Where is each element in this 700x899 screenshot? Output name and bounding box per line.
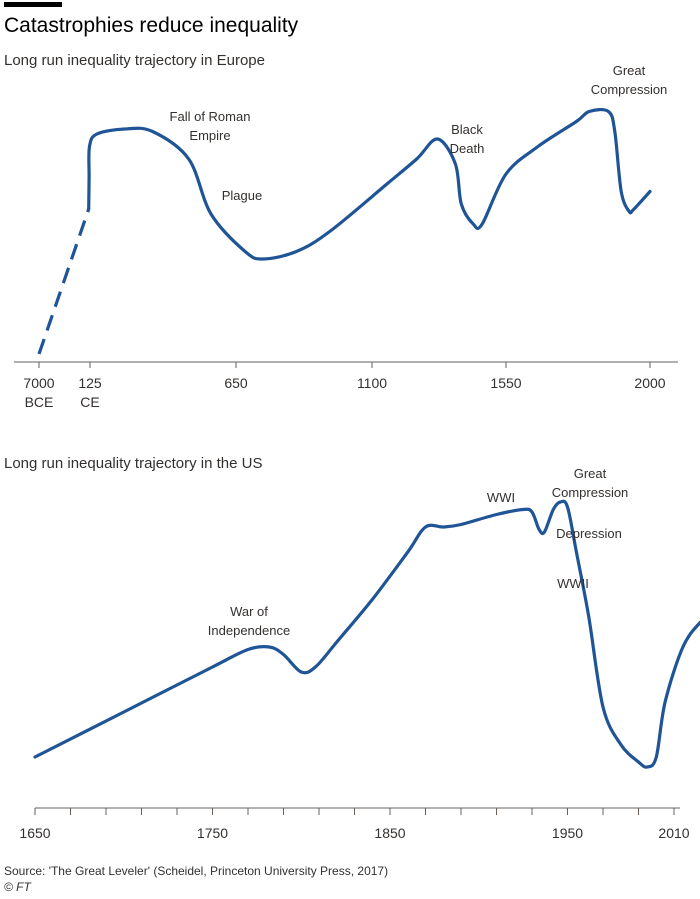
us-tick-label: 1950 bbox=[552, 825, 583, 841]
fall-of-rome-label-line: Empire bbox=[189, 128, 230, 143]
europe-tick-label-line: 1550 bbox=[490, 375, 521, 391]
europe-dashed-line bbox=[37, 208, 91, 355]
wwii-label-line: WWII bbox=[557, 576, 589, 591]
depression-label: Depression bbox=[556, 526, 622, 541]
europe-tick-label-line: 1100 bbox=[357, 375, 387, 391]
us-tick-label: 1750 bbox=[197, 825, 228, 841]
us-tick-label: 2010 bbox=[658, 825, 689, 841]
war-of-independence-label: War of Independence bbox=[208, 604, 290, 638]
fall-of-rome-label: Fall of Roman Empire bbox=[170, 109, 251, 143]
europe-inequality-line bbox=[87, 108, 652, 261]
europe-tick-label: 1550 bbox=[490, 375, 521, 391]
plague-label-line: Plague bbox=[222, 188, 262, 203]
war-of-independence-label-line: War of bbox=[230, 604, 268, 619]
us-tick-label: 1850 bbox=[374, 825, 405, 841]
europe-chart: 7000 BCE 125 CE 650 1100 1550 2000 Fall of Roman… bbox=[14, 63, 678, 410]
war-of-independence-label-line: Independence bbox=[208, 623, 290, 638]
europe-tick-label: 125 CE bbox=[78, 375, 102, 410]
fall-of-rome-label-line: Fall of Roman bbox=[170, 109, 251, 124]
black-death-label-line: Black bbox=[451, 122, 483, 137]
europe-tick-label: 2000 bbox=[634, 375, 665, 391]
us-chart: 1650 1750 1850 1950 2010 War of Independence WW… bbox=[19, 466, 700, 841]
europe-tick-label-line: 650 bbox=[224, 375, 248, 391]
europe-tick-label-line: BCE bbox=[25, 394, 54, 410]
europe-tick-label-line: CE bbox=[80, 394, 99, 410]
wwii-label: WWII bbox=[557, 576, 589, 591]
great-compression-europe-label-line: Great bbox=[613, 63, 646, 78]
us-inequality-line bbox=[33, 499, 700, 769]
europe-tick-label-line: 2000 bbox=[634, 375, 665, 391]
wwi-label-line: WWI bbox=[487, 490, 515, 505]
great-compression-us-label: Great Compression bbox=[552, 466, 629, 500]
europe-tick-label: 1100 bbox=[357, 375, 387, 391]
depression-label-line: Depression bbox=[556, 526, 622, 541]
great-compression-us-label-line: Great bbox=[574, 466, 607, 481]
europe-tick-label: 650 bbox=[224, 375, 248, 391]
europe-tick-label-line: 7000 bbox=[23, 375, 54, 391]
source-note: Source: 'The Great Leveler' (Scheidel, P… bbox=[4, 864, 389, 878]
plague-label: Plague bbox=[222, 188, 262, 203]
europe-tick-label-line: 125 bbox=[78, 375, 102, 391]
great-compression-europe-label-line: Compression bbox=[591, 82, 668, 97]
us-tick-label: 1650 bbox=[19, 825, 50, 841]
great-compression-europe-label: Great Compression bbox=[591, 63, 668, 97]
chart-title: Catastrophies reduce inequality bbox=[4, 14, 299, 37]
black-death-label-line: Death bbox=[450, 141, 485, 156]
us-chart-subtitle: Long run inequality trajectory in the US bbox=[4, 455, 263, 472]
wwi-label: WWI bbox=[487, 490, 515, 505]
black-death-label: Black Death bbox=[450, 122, 485, 156]
europe-tick-label: 7000 BCE bbox=[23, 375, 54, 410]
ft-credit: © FT bbox=[4, 880, 31, 894]
great-compression-us-label-line: Compression bbox=[552, 485, 629, 500]
europe-chart-subtitle: Long run inequality trajectory in Europe bbox=[4, 52, 265, 69]
title-accent-bar bbox=[4, 2, 62, 7]
